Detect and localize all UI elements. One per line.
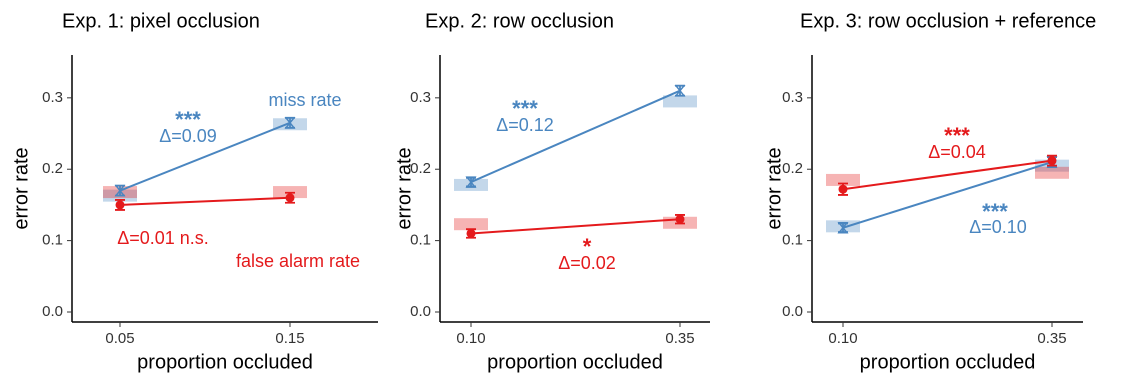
data-point	[675, 214, 685, 224]
annotation: *	[583, 234, 592, 259]
annotation: ***	[944, 123, 970, 148]
data-point	[838, 184, 848, 194]
x-axis-label: proportion occluded	[137, 351, 313, 373]
y-tick-label: 0.2	[410, 160, 431, 177]
series-line	[119, 196, 291, 206]
x-tick-label: 0.35	[1037, 330, 1066, 347]
y-tick-label: 0.2	[42, 160, 63, 177]
y-tick-label: 0.0	[410, 303, 431, 320]
series-line	[470, 218, 681, 235]
data-point	[1047, 156, 1057, 166]
prediction-band	[826, 173, 860, 186]
chart-title: Exp. 2: row occlusion	[425, 10, 614, 32]
data-point	[465, 176, 477, 188]
annotation: Δ=0.09	[159, 126, 217, 146]
annotation: ***	[512, 96, 538, 121]
annotation: Δ=0.12	[496, 115, 554, 135]
y-tick-label: 0.2	[782, 160, 803, 177]
y-tick-label: 0.1	[410, 232, 431, 249]
data-point	[674, 84, 686, 97]
y-tick-label: 0.1	[42, 232, 63, 249]
series-line	[842, 159, 1053, 191]
annotation: Δ=0.02	[558, 253, 616, 273]
annotation: Δ=0.01 n.s.	[117, 228, 209, 248]
y-tick-label: 0.3	[782, 89, 803, 106]
y-axis-label: error rate	[763, 147, 785, 229]
y-tick-label: 0.0	[782, 303, 803, 320]
data-point	[466, 228, 476, 238]
chart-title: Exp. 1: pixel occlusion	[62, 10, 260, 32]
x-tick-label: 0.10	[828, 330, 857, 347]
y-tick-label: 0.3	[410, 89, 431, 106]
series-line	[119, 121, 291, 192]
x-tick-label: 0.05	[105, 330, 134, 347]
annotation: Δ=0.04	[928, 142, 986, 162]
annotation: ***	[982, 199, 1008, 224]
x-tick-label: 0.15	[275, 330, 304, 347]
y-tick-label: 0.0	[42, 303, 63, 320]
x-tick-label: 0.35	[665, 330, 694, 347]
x-tick-label: 0.10	[456, 330, 485, 347]
data-point	[837, 222, 849, 234]
y-tick-label: 0.3	[42, 89, 63, 106]
data-point	[284, 117, 296, 129]
series-line	[842, 161, 1053, 229]
y-axis-label: error rate	[10, 147, 32, 229]
prediction-band	[454, 218, 488, 231]
series-label: false alarm rate	[236, 251, 360, 271]
data-point	[114, 184, 126, 197]
prediction-band	[1035, 166, 1069, 179]
data-point	[115, 200, 125, 210]
series-line	[470, 89, 681, 183]
annotation: Δ=0.10	[969, 217, 1027, 237]
y-axis-label: error rate	[393, 147, 415, 229]
annotation: ***	[175, 107, 201, 132]
x-axis-label: proportion occluded	[487, 351, 663, 373]
x-axis-label: proportion occluded	[860, 351, 1036, 373]
y-tick-label: 0.1	[782, 232, 803, 249]
series-label: miss rate	[268, 90, 341, 110]
prediction-band	[663, 95, 697, 108]
chart-title: Exp. 3: row occlusion + reference	[800, 10, 1096, 32]
data-point	[285, 193, 295, 203]
